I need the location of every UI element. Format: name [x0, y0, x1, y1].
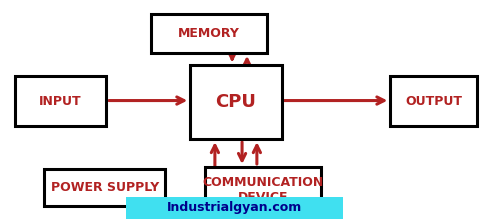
- Text: MEMORY: MEMORY: [178, 27, 240, 40]
- Text: COMMUNICATION
DEVICE: COMMUNICATION DEVICE: [203, 175, 324, 204]
- Bar: [126, 197, 343, 219]
- Text: CPU: CPU: [215, 93, 256, 111]
- Text: OUTPUT: OUTPUT: [405, 95, 462, 108]
- Text: INPUT: INPUT: [39, 95, 82, 108]
- Bar: [190, 65, 282, 139]
- Text: Industrialgyan.com: Industrialgyan.com: [167, 201, 302, 214]
- Text: POWER SUPPLY: POWER SUPPLY: [51, 181, 159, 194]
- Bar: [44, 169, 165, 206]
- Bar: [390, 76, 477, 126]
- Bar: [151, 14, 267, 53]
- Bar: [205, 167, 321, 212]
- Bar: [15, 76, 106, 126]
